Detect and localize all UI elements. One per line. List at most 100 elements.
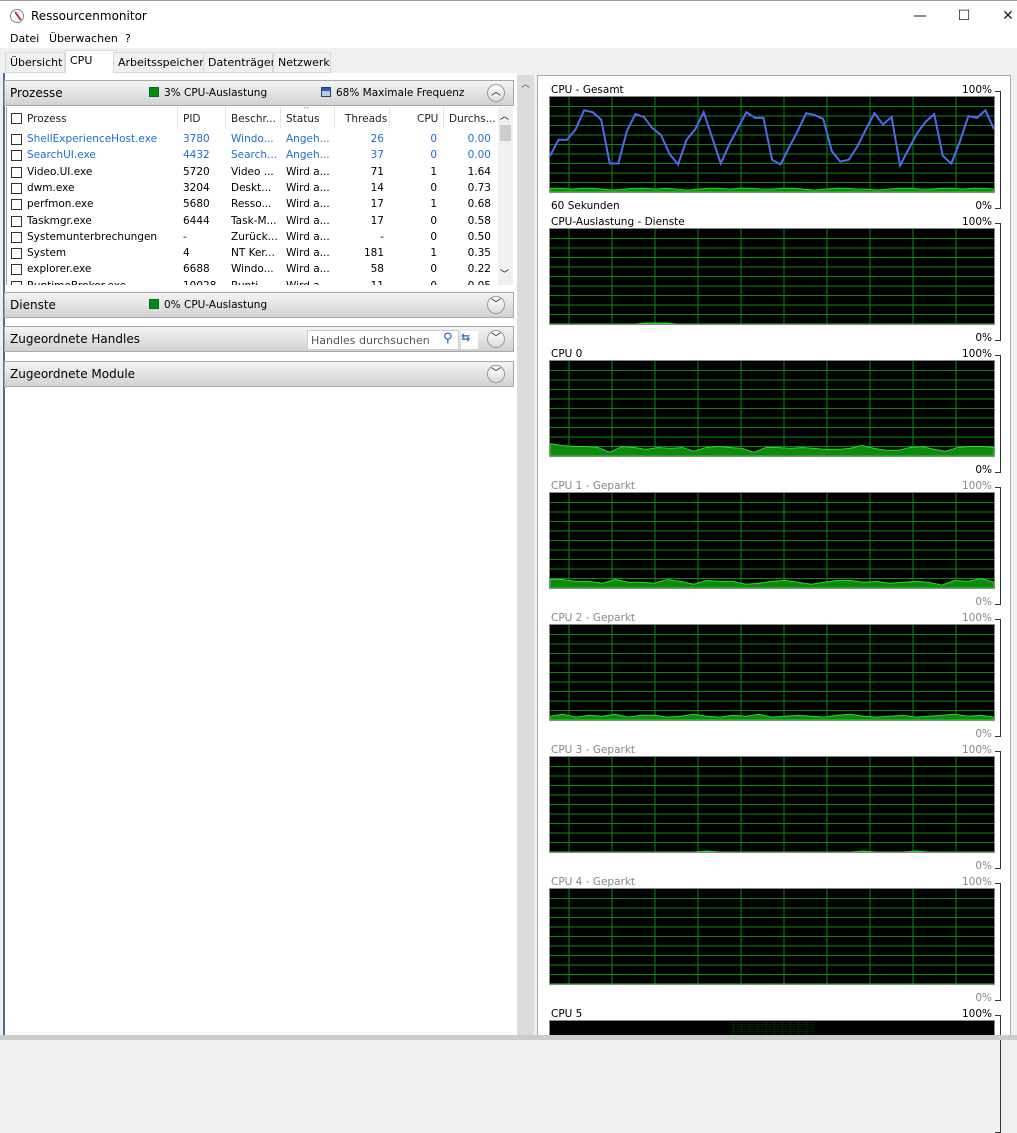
cell-cpu: 1 [430,165,437,178]
column-threads[interactable]: Threads [345,113,388,125]
table-row[interactable]: explorer.exe 6688 Windo... Wird a... 58 0 0.22 [7,262,497,278]
cell-beschreibung: Runti... [231,280,268,285]
handles-search-input[interactable]: Handles durchsuchen [307,330,459,350]
table-row[interactable]: RuntimeBroker.exe 10028 Runti... Wird a... 1… [7,279,497,285]
chevron-up-icon[interactable]: ︿ [487,84,505,102]
sort-ascending-icon: ^ [303,107,310,114]
table-row[interactable]: perfmon.exe 5680 Resso... Wird a... 17 1 0.68 [7,197,497,213]
table-row[interactable]: Video.UI.exe 5720 Video ... Wird a... 71 1 1.6… [7,165,497,181]
cell-pid: 4432 [183,149,210,162]
refresh-icon[interactable]: ⇆ [461,331,478,349]
graph-max-label: 100% [961,480,992,492]
cell-pid: 5680 [183,198,210,211]
menu-help[interactable]: ? [125,32,131,45]
cpu-usage-indicator-icon [149,299,159,309]
row-checkbox[interactable] [11,134,22,145]
cell-threads: - [380,230,384,243]
process-table-scrollbar[interactable]: ︿ ﹀ [498,107,513,285]
cell-prozess: ShellExperienceHost.exe [27,133,158,145]
cpu-graph [549,228,995,325]
cell-prozess: RuntimeBroker.exe [27,280,126,285]
row-checkbox[interactable] [11,231,22,243]
graph-max-label: 100% [961,84,992,96]
cell-threads: 181 [363,247,384,260]
column-cpu[interactable]: CPU [417,113,439,125]
column-pid[interactable]: PID [183,113,201,125]
tab-arbeitsspeicher[interactable]: Arbeitsspeicher [113,52,204,73]
cell-prozess: Taskmgr.exe [27,214,92,227]
cell-threads: 17 [370,198,384,211]
pane-scrollbar[interactable]: ︿ [517,75,534,1037]
graph-time-label: 60 Sekunden [551,200,620,212]
scroll-up-icon[interactable]: ︿ [521,80,531,90]
section-title: Prozesse [10,86,63,100]
graph-bracket [995,883,1001,1001]
frequency-indicator-icon [321,87,331,97]
cell-status: Wird a... [286,181,330,194]
scroll-thumb[interactable] [500,125,511,141]
column-durchschnitt[interactable]: Durchs... [449,113,496,125]
cell-threads: 58 [370,263,384,276]
menu-datei[interactable]: Datei [10,32,40,45]
chevron-down-icon[interactable]: ﹀ [487,330,505,348]
cell-prozess: perfmon.exe [27,198,94,211]
column-beschreibung[interactable]: Beschr... [231,113,276,125]
row-checkbox[interactable] [11,264,22,276]
tab-netzwerk[interactable]: Netzwerk [273,52,331,73]
graph-min-label: 0% [975,860,992,872]
tab-datentraeger[interactable]: Datenträger [203,52,275,73]
column-prozess[interactable]: Prozess [27,113,67,125]
cell-durchschnitt: 0.22 [467,263,491,276]
graph-bracket [995,751,1001,869]
table-row[interactable]: System 4 NT Ker... Wird a... 181 1 0.35 [7,246,497,262]
cell-pid: 3204 [183,181,210,194]
table-row[interactable]: Systemunterbrechungen - Zurück... Wird a...… [7,230,497,246]
chevron-down-icon[interactable]: ﹀ [487,365,505,383]
cell-durchschnitt: 0.35 [467,247,491,260]
search-icon[interactable]: ⚲ [443,331,453,346]
menu-ueberwachen[interactable]: Überwachen [49,32,118,45]
table-row[interactable]: Taskmgr.exe 6444 Task-M... Wird a... 17 0 0.58 [7,214,497,230]
tab-cpu[interactable]: CPU [65,50,117,73]
usage-area [550,187,994,192]
table-row[interactable]: SearchUI.exe 4432 Search... Angeh... 37 0 0.00 [7,148,497,164]
cell-prozess: dwm.exe [27,181,75,194]
row-checkbox[interactable] [11,199,22,211]
cell-prozess: SearchUI.exe [27,149,96,162]
modules-section-header[interactable]: Zugeordnete Module ﹀ [4,361,514,387]
services-section-header[interactable]: Dienste 0% CPU-Auslastung ﹀ [4,292,514,318]
row-checkbox[interactable] [11,280,22,285]
table-row[interactable]: ShellExperienceHost.exe 3780 Windo... Angeh… [7,132,497,148]
graph-bracket [995,355,1001,473]
cell-status: Wird a... [286,280,330,285]
graph-max-label: 100% [961,876,992,888]
processes-section-header[interactable]: Prozesse 3% CPU-Auslastung 68% Maximale … [4,80,514,106]
graph-title: CPU 2 - Geparkt [551,612,636,624]
cpu-graph [549,624,995,721]
table-row[interactable]: dwm.exe 3204 Deskt... Wird a... 14 0 0.73 [7,181,497,197]
maximize-button[interactable]: ☐ [957,8,971,24]
tab-uebersicht[interactable]: Übersicht [5,52,65,73]
column-status[interactable]: Status [286,113,320,125]
usage-area [550,713,994,720]
row-checkbox[interactable] [11,248,22,260]
section-title: Zugeordnete Module [10,367,136,381]
minimize-button[interactable]: — [913,8,927,24]
graph-title: CPU - Gesamt [551,84,624,96]
select-all-checkbox[interactable] [11,113,22,124]
scroll-up-icon[interactable]: ︿ [500,112,510,122]
resource-monitor-icon [10,9,24,23]
cell-cpu: 0 [430,149,437,162]
cell-status: Angeh... [286,149,330,162]
row-checkbox[interactable] [11,215,22,227]
close-button[interactable]: ✕ [1002,8,1014,24]
cell-beschreibung: Video ... [231,165,274,178]
cell-cpu: 1 [430,198,437,211]
chevron-down-icon[interactable]: ﹀ [487,296,505,314]
graph-max-label: 100% [961,612,992,624]
cell-prozess: explorer.exe [27,263,92,276]
scroll-down-icon[interactable]: ﹀ [500,270,510,280]
row-checkbox[interactable] [11,150,22,162]
row-checkbox[interactable] [11,166,22,178]
row-checkbox[interactable] [11,182,22,194]
